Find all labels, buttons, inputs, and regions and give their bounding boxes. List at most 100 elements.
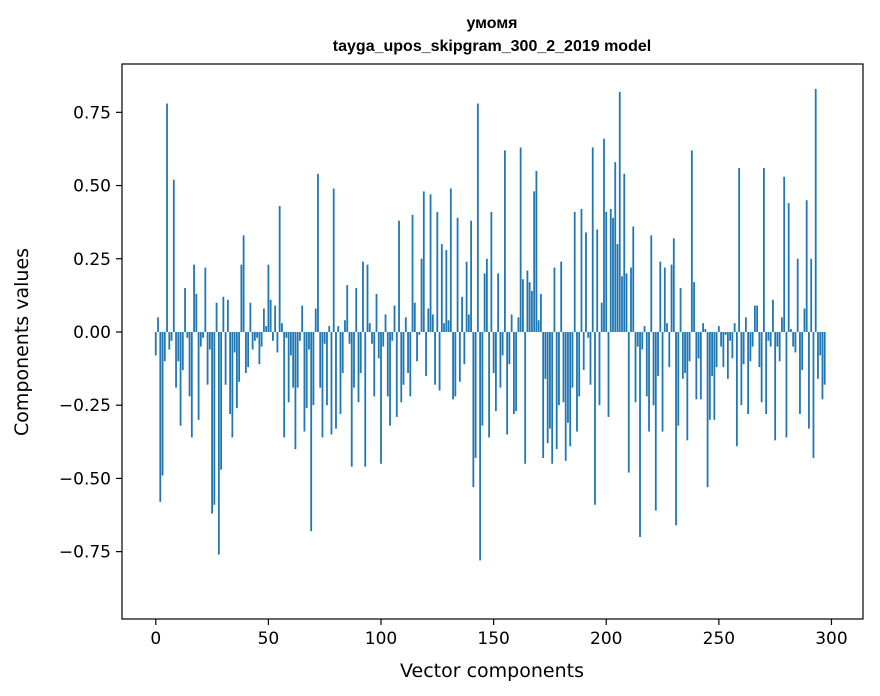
bar-202 — [609, 208, 612, 332]
bar-36 — [235, 331, 238, 409]
bar-204 — [614, 162, 617, 332]
bar-103 — [386, 331, 389, 397]
y-axis-ticks: −0.75 −0.50 −0.25 0.00 0.25 0.50 0.75 — [59, 103, 122, 563]
bar-49 — [265, 326, 268, 332]
bar-235 — [684, 331, 686, 373]
bar-101 — [382, 331, 385, 347]
bar-118 — [420, 258, 423, 332]
bar-256 — [731, 331, 734, 359]
bar-223 — [657, 331, 659, 376]
bar-10 — [177, 331, 180, 362]
bar-15 — [188, 331, 191, 397]
bar-261 — [742, 331, 745, 365]
bar-28 — [217, 331, 220, 555]
bar-110 — [402, 331, 405, 385]
bar-72 — [317, 173, 319, 332]
bar-8 — [172, 179, 175, 332]
bar-21 — [202, 331, 204, 338]
bar-266 — [753, 305, 756, 332]
bar-287 — [801, 331, 804, 371]
bar-66 — [303, 331, 306, 432]
bar-27 — [215, 302, 218, 332]
bar-145 — [481, 331, 484, 426]
bar-128 — [443, 323, 445, 332]
bar-208 — [623, 173, 626, 332]
bar-147 — [485, 258, 488, 332]
x-tick-label: 0 — [150, 629, 161, 649]
bar-274 — [772, 299, 774, 332]
x-tick-label: 200 — [590, 629, 622, 649]
bar-275 — [774, 331, 777, 441]
bar-167 — [531, 290, 533, 332]
bar-89 — [355, 288, 358, 332]
bar-17 — [193, 264, 195, 332]
bar-122 — [429, 194, 432, 332]
bar-272 — [767, 331, 770, 341]
bar-248 — [713, 331, 716, 420]
bar-199 — [603, 138, 605, 332]
bar-284 — [794, 331, 797, 353]
bar-95 — [368, 323, 371, 332]
bar-26 — [213, 331, 216, 505]
bar-270 — [763, 167, 765, 332]
bar-282 — [790, 329, 792, 332]
bar-160 — [515, 331, 518, 412]
bar-129 — [445, 249, 448, 332]
chart-title: умомя — [466, 15, 517, 32]
bar-79 — [332, 188, 335, 332]
bar-114 — [411, 214, 414, 332]
bar-236 — [686, 331, 689, 441]
bar-139 — [467, 314, 470, 332]
bar-233 — [679, 288, 682, 332]
bar-105 — [391, 331, 394, 341]
bar-39 — [242, 235, 245, 332]
bar-35 — [233, 331, 236, 353]
bar-165 — [526, 270, 529, 332]
bar-142 — [474, 331, 477, 458]
bar-280 — [785, 331, 788, 438]
bar-225 — [661, 331, 664, 432]
bar-289 — [805, 200, 808, 332]
bar-201 — [607, 331, 610, 417]
bar-242 — [699, 331, 702, 400]
bar-127 — [440, 244, 443, 332]
bar-18 — [195, 293, 198, 332]
bar-273 — [769, 331, 772, 347]
bar-16 — [190, 331, 193, 438]
bar-277 — [778, 331, 781, 362]
bar-193 — [589, 331, 592, 385]
bar-190 — [582, 331, 585, 371]
bar-244 — [704, 329, 707, 332]
bar-92 — [362, 261, 364, 332]
bar-144 — [479, 331, 482, 561]
bar-232 — [677, 331, 680, 426]
bar-51 — [269, 299, 272, 332]
bar-94 — [366, 264, 369, 332]
bar-48 — [262, 308, 265, 332]
bar-286 — [799, 331, 801, 414]
bar-24 — [208, 331, 211, 350]
bar-32 — [226, 299, 229, 332]
bar-218 — [645, 331, 648, 397]
bar-115 — [413, 302, 416, 332]
bar-168 — [533, 191, 536, 332]
bar-251 — [720, 331, 723, 347]
bar-107 — [395, 331, 398, 417]
bar-124 — [434, 331, 436, 385]
bar-81 — [337, 326, 340, 332]
bar-279 — [783, 176, 786, 332]
x-tick-label: 300 — [815, 629, 847, 649]
bar-285 — [796, 258, 799, 332]
bar-155 — [503, 150, 506, 332]
bar-227 — [666, 323, 668, 332]
bar-281 — [787, 203, 790, 332]
bar-169 — [535, 170, 538, 332]
bar-224 — [659, 261, 662, 332]
bar-230 — [672, 238, 675, 332]
bar-156 — [506, 331, 509, 435]
bar-214 — [636, 331, 639, 347]
bar-60 — [290, 331, 292, 356]
bar-191 — [585, 232, 587, 332]
bar-9 — [175, 331, 177, 388]
bar-45 — [256, 331, 259, 338]
